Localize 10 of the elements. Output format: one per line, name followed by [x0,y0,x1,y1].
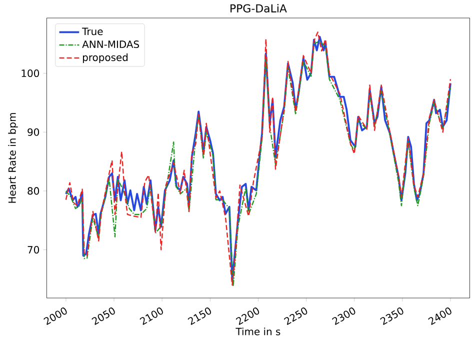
y-axis-title: Heart Rate in bpm [8,113,18,203]
legend-label: ANN-MIDAS [82,40,140,48]
y-tick-label: 70 [28,246,40,254]
chart-title: PPG-DaLiA [230,4,287,12]
legend-label: proposed [82,53,128,64]
y-tick-label: 80 [28,187,40,195]
legend-label: True [82,28,103,36]
y-tick-label: 100 [22,70,40,78]
y-tick-label: 90 [28,128,40,136]
x-axis-title: Time in s [236,328,280,336]
